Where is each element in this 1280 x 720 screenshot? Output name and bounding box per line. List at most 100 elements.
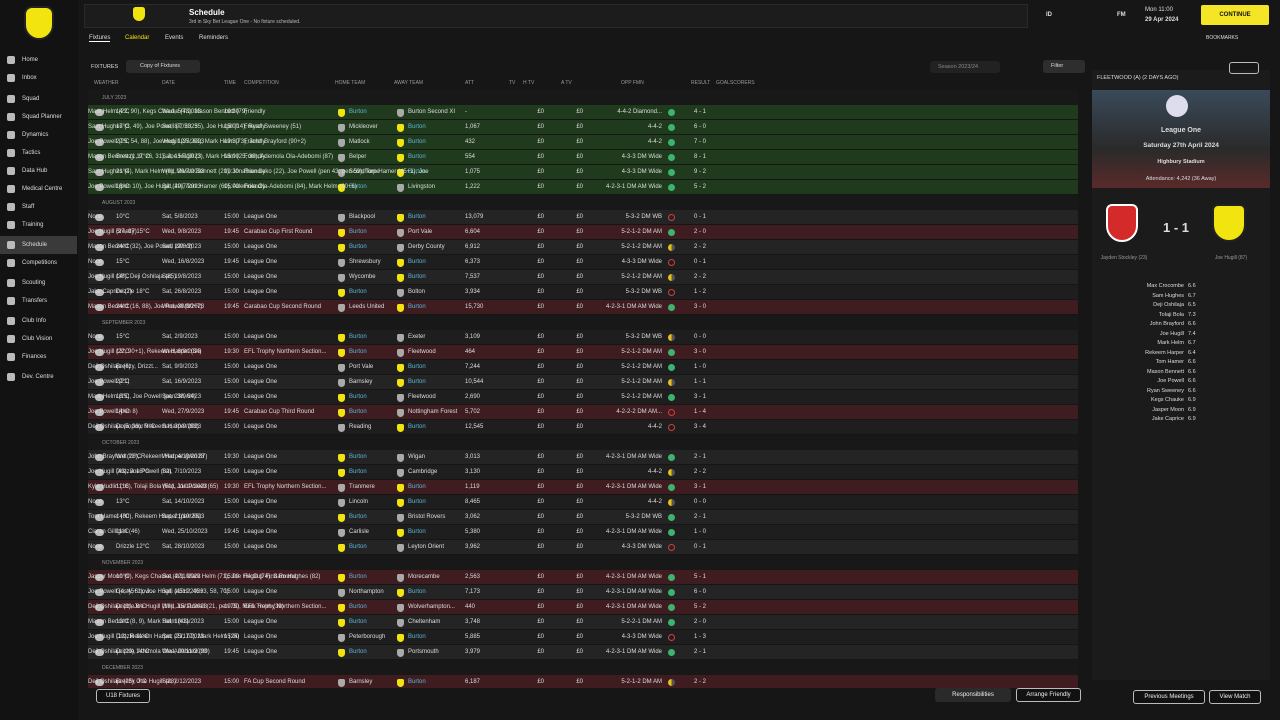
attendance: 3,962 (465, 544, 481, 550)
column-header[interactable]: TIME (224, 80, 236, 86)
fixture-row[interactable]: 12°C Sat, 18/11/2023 15:00 League One Burton… (88, 615, 1078, 630)
fixture-row[interactable]: 14°C Wed, 5/7/2023 19:30 Friendly Burton Burt… (88, 105, 1078, 120)
fixture-row[interactable]: Breezy 17°C Sat, 15/7/2023 15:00 Friendly Be… (88, 150, 1078, 165)
tab[interactable]: Calendar (125, 35, 150, 41)
fixture-row[interactable]: Drizzle 12°C Sat, 28/10/2023 15:00 League O… (88, 540, 1078, 555)
nav-item[interactable]: Schedule (0, 236, 77, 254)
fixture-row[interactable]: Drizzle 11°C Sat, 25/11/2023 15:00 League O… (88, 630, 1078, 645)
fixture-row[interactable]: 16°C Sat, 29/7/2023 15:00 Friendly Burton Liv… (88, 180, 1078, 195)
search-button[interactable] (1229, 62, 1259, 74)
club-badge (24, 6, 54, 40)
nav-item[interactable]: Scouting (0, 274, 77, 292)
column-header[interactable]: HOME TEAM (335, 80, 366, 86)
goalscorers: None (88, 544, 103, 550)
fixture-row[interactable]: 11°C Wed, 11/10/2023 19:30 EFL Trophy North… (88, 480, 1078, 495)
nav-item[interactable]: Finances (0, 348, 77, 366)
fixture-row[interactable]: 24°C Wed, 30/8/2023 19:45 Carabao Cup Secon… (88, 300, 1078, 315)
competition: League One (244, 634, 278, 640)
tab[interactable]: Fixtures (89, 35, 111, 42)
column-header[interactable]: AWAY TEAM (394, 80, 424, 86)
fixture-row[interactable]: 14°C Sat, 21/10/2023 15:00 League One Burton… (88, 510, 1078, 525)
fm-button[interactable]: FM (1117, 12, 1126, 18)
continue-button[interactable]: CONTINUE (1201, 5, 1269, 25)
fixture-row[interactable]: 10°C Sat, 4/11/2023 15:00 FA Cup First Roun… (88, 570, 1078, 585)
nav-item[interactable]: Club Info (0, 312, 77, 330)
view-select[interactable]: Copy of Fixtures (126, 60, 200, 73)
column-header[interactable]: TV (509, 80, 516, 86)
nav-item[interactable]: Inbox (0, 69, 77, 87)
column-header[interactable]: H TV (523, 80, 535, 86)
column-header[interactable]: OPP FMN (621, 80, 644, 86)
team-badge (338, 274, 345, 282)
time: 19:45 (224, 529, 240, 535)
fixture-row[interactable]: 18°C Sat, 23/9/2023 15:00 League One Burton F… (88, 390, 1078, 405)
column-header[interactable]: ATT (465, 80, 475, 86)
fixture-row[interactable]: Wet 11°C Wed, 4/10/2023 19:30 League One Bur… (88, 450, 1078, 465)
opp-formation: 5-3-2 DM WB (625, 289, 662, 295)
fixture-row[interactable]: 27°C Wed, 12/7/2023 19:30 Friendly Matlock Bu… (88, 135, 1078, 150)
competition: League One (244, 379, 278, 385)
fixture-row[interactable]: 13°C Sat, 14/10/2023 15:00 League One Lincol… (88, 495, 1078, 510)
home-tv: £0 (537, 394, 544, 400)
fixture-row[interactable]: 17°C Sat, 8/7/2023 15:00 Friendly Mickleover… (88, 120, 1078, 135)
nav-item[interactable]: Dev. Centre (0, 368, 77, 386)
fixture-row[interactable]: Gusty, Show... Sat, 11/11/2023 15:00 League… (88, 585, 1078, 600)
fixture-row[interactable]: Downpour 9°C Sat, 30/9/2023 15:00 League On… (88, 420, 1078, 435)
month-label: NOVEMBER 2023 (88, 555, 1078, 570)
home-tv: £0 (537, 109, 544, 115)
nav-item[interactable]: Competitions (0, 254, 77, 272)
view-match-button[interactable]: View Match (1209, 690, 1261, 704)
nav-item[interactable]: Staff (0, 198, 77, 216)
nav-item[interactable]: Club Vision (0, 330, 77, 348)
match-header: FLEETWOOD (A) (2 DAYS AGO) (1097, 75, 1179, 81)
game-time: Mon 11:00 (1145, 7, 1173, 13)
nav-item[interactable]: Medical Centre (0, 180, 77, 198)
fixture-row[interactable]: 15°C Sat, 2/9/2023 15:00 League One Burton Ex… (88, 330, 1078, 345)
fixture-row[interactable]: 15°C Wed, 16/8/2023 19:45 League One Shrewsb… (88, 255, 1078, 270)
fixture-row[interactable]: Drizzle 18°C Sat, 26/8/2023 15:00 League On… (88, 285, 1078, 300)
fixture-row[interactable]: Drizzle 18°C Sat, 7/10/2023 15:00 League On… (88, 465, 1078, 480)
date: Sat, 2/9/2023 (162, 334, 198, 340)
fixture-row[interactable]: 22°C Sat, 16/9/2023 15:00 League One Barnsle… (88, 375, 1078, 390)
previous-meetings-button[interactable]: Previous Meetings (1133, 690, 1205, 704)
filter-button[interactable]: Filter (1043, 60, 1085, 73)
fixture-row[interactable]: 11°C Wed, 25/10/2023 19:45 League One Carlis… (88, 525, 1078, 540)
nav-item[interactable]: Data Hub (0, 162, 77, 180)
bookmarks[interactable]: BOOKMARKS (1206, 35, 1239, 41)
nav-item[interactable]: Squad (0, 90, 77, 108)
nav-item[interactable]: Tactics (0, 144, 77, 162)
away-team: Wigan (408, 454, 426, 460)
season-select[interactable]: Season 2023/24 (930, 61, 1000, 73)
fixture-row[interactable]: Breezy, Drizzt... Sat, 9/9/2023 15:00 Leagu… (88, 360, 1078, 375)
nav-item[interactable]: Home (0, 51, 77, 69)
column-header[interactable]: GOALSCORERS (716, 80, 755, 86)
column-header[interactable]: A TV (561, 80, 572, 86)
fixture-row[interactable]: 21°C Wed, 26/7/2023 19:30 Friendly Scunthorp… (88, 165, 1078, 180)
nav-item[interactable]: Dynamics (0, 126, 77, 144)
column-header[interactable]: RESULT (691, 80, 711, 86)
fixture-row[interactable]: Drizzle 14°C Wed, 29/11/2023 19:45 League O… (88, 645, 1078, 660)
competition: League One (244, 454, 278, 460)
tab[interactable]: Reminders (199, 35, 229, 41)
column-header[interactable]: WEATHER (94, 80, 119, 86)
fixture-row[interactable]: 10°C Sat, 5/8/2023 15:00 League One Blackpoo… (88, 210, 1078, 225)
fixture-row[interactable]: Breezy 15°C Wed, 9/8/2023 19:45 Carabao Cup… (88, 225, 1078, 240)
fixture-row[interactable]: 14°C Sat, 19/8/2023 15:00 League One Wycombe… (88, 270, 1078, 285)
fixture-row[interactable]: Drizzle 8°C Wed, 15/11/2023 19:30 EFL Troph… (88, 600, 1078, 615)
nav-item[interactable]: Training (0, 216, 77, 234)
player-rating: 6.7 (1188, 292, 1196, 299)
responsibilities-button[interactable]: Responsibilities (935, 688, 1011, 702)
fixture-row[interactable]: 13°C Wed, 6/9/2023 19:30 EFL Trophy Norther… (88, 345, 1078, 360)
id-button[interactable]: ID (1046, 12, 1052, 18)
tab[interactable]: Events (165, 35, 184, 41)
arrange-friendly-button[interactable]: Arrange Friendly (1016, 688, 1081, 702)
nav-item[interactable]: Transfers (0, 292, 77, 310)
fixture-row[interactable]: 14°C Wed, 27/9/2023 19:45 Carabao Cup Third… (88, 405, 1078, 420)
nav-item[interactable]: Squad Planner (0, 108, 77, 126)
column-header[interactable]: DATE (162, 80, 175, 86)
u18-button[interactable]: U18 Fixtures (96, 689, 150, 703)
column-header[interactable]: COMPETITION (244, 80, 279, 86)
fixture-row[interactable]: 24°C Sat, 12/8/2023 15:00 League One Burton D… (88, 240, 1078, 255)
fixture-row[interactable]: Breezy 0°C Sat, 2/12/2023 15:00 FA Cup Seco… (88, 675, 1078, 688)
attendance: 1,119 (465, 484, 480, 490)
